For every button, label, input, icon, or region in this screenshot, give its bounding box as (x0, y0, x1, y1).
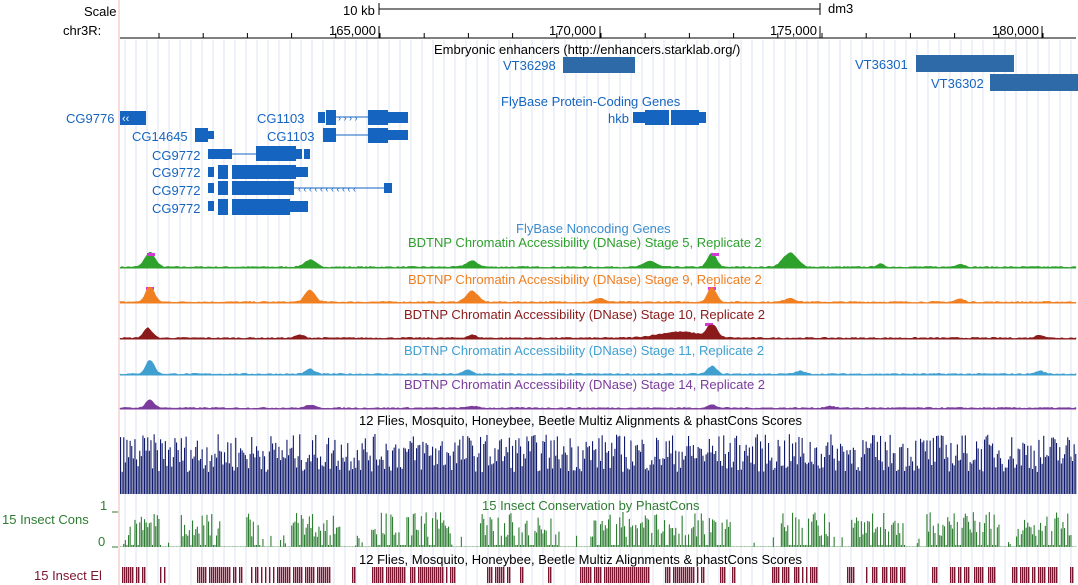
gene-CG14645[interactable] (195, 128, 214, 142)
svg-text:› › › ›: › › › › (338, 113, 358, 123)
gene-track[interactable]: ‹‹ › › › › (120, 110, 706, 215)
gene-label-hkb[interactable]: hkb (608, 111, 629, 126)
dnase-stage10-signal[interactable] (119, 324, 1077, 340)
scale-bar-text: 10 kb (343, 3, 375, 18)
dnase-stage14-signal[interactable] (119, 399, 1077, 410)
enhancer-VT36298[interactable] (563, 57, 635, 73)
phastcons-signal[interactable] (120, 512, 1077, 547)
position-ticks (158, 26, 1044, 38)
gene-label-CG14645[interactable]: CG14645 (132, 129, 188, 144)
gene-label-CG9772-1[interactable]: CG9772 (152, 148, 201, 163)
enhancer-VT36301[interactable] (916, 55, 1014, 72)
svg-text:‹ ‹ ‹ ‹ ‹ ‹ ‹ ‹ ‹ ‹ ‹: ‹ ‹ ‹ ‹ ‹ ‹ ‹ ‹ ‹ ‹ ‹ (298, 184, 356, 194)
scale-label: Scale (84, 4, 117, 19)
dnase-stage10-title[interactable]: BDTNP Chromatin Accessibility (DNase) St… (404, 307, 766, 322)
assembly-label: dm3 (828, 1, 854, 16)
conserved-elements-track[interactable] (122, 567, 1074, 583)
elements-side-label[interactable]: 15 Insect El (34, 568, 102, 583)
gene-CG9772-1[interactable] (208, 146, 310, 161)
enhancer-VT36302[interactable] (990, 74, 1078, 91)
chrom-label: chr3R: (63, 23, 102, 38)
dnase-stage14-title[interactable]: BDTNP Chromatin Accessibility (DNase) St… (404, 377, 766, 392)
elements-track-title[interactable]: 12 Flies, Mosquito, Honeybee, Beetle Mul… (359, 552, 802, 567)
gene-CG1103-b[interactable] (323, 128, 408, 143)
phastcons-axis-min: 0 (98, 534, 106, 549)
enhancer-track[interactable] (563, 55, 1078, 91)
dnase-stage5-title[interactable]: BDTNP Chromatin Accessibility (DNase) St… (408, 235, 762, 250)
enhancer-label-VT36302[interactable]: VT36302 (931, 76, 984, 91)
enhancer-track-title[interactable]: Embryonic enhancers (http://enhancers.st… (434, 42, 741, 57)
dnase-stage9-signal[interactable] (119, 286, 1077, 304)
gene-CG9772-4[interactable] (208, 199, 308, 215)
dnase-stage5-signal[interactable] (119, 251, 1077, 326)
gene-label-CG9772-4[interactable]: CG9772 (152, 201, 201, 216)
phastcons-axis-max: 1 (100, 498, 108, 513)
phastcons-side-label[interactable]: 15 Insect Cons (2, 512, 89, 527)
gene-CG9776[interactable]: ‹‹ (120, 111, 146, 125)
tick-label-170000: 170,000 (549, 23, 596, 38)
enhancer-label-VT36301[interactable]: VT36301 (855, 57, 908, 72)
gene-label-CG1103-b[interactable]: CG1103 (267, 129, 315, 144)
gene-label-CG9772-2[interactable]: CG9772 (152, 165, 201, 180)
gene-hkb[interactable] (633, 110, 706, 125)
tick-label-175000: 175,000 (770, 23, 817, 38)
gene-CG9772-3[interactable]: ‹ ‹ ‹ ‹ ‹ ‹ ‹ ‹ ‹ ‹ ‹ (208, 181, 392, 195)
multiz-conservation-signal[interactable] (120, 434, 1077, 494)
multiz-track-title[interactable]: 12 Flies, Mosquito, Honeybee, Beetle Mul… (359, 413, 802, 428)
enhancer-label-VT36298[interactable]: VT36298 (503, 58, 556, 73)
dnase-stage11-title[interactable]: BDTNP Chromatin Accessibility (DNase) St… (404, 343, 765, 358)
tick-label-165000: 165,000 (329, 23, 376, 38)
dnase-stage9-title[interactable]: BDTNP Chromatin Accessibility (DNase) St… (408, 272, 762, 287)
gene-label-CG9772-3[interactable]: CG9772 (152, 183, 201, 198)
tick-label-180000: 180,000 (992, 23, 1039, 38)
gene-label-CG1103-a[interactable]: CG1103 (257, 111, 305, 126)
vertical-gridlines (124, 40, 1072, 585)
dnase-stage11-signal[interactable] (119, 360, 1077, 376)
svg-text:‹‹: ‹‹ (122, 113, 130, 125)
gene-CG1103-a[interactable]: › › › › (318, 110, 408, 125)
gene-label-CG9776[interactable]: CG9776 (66, 111, 115, 126)
phastcons-track-title[interactable]: 15 Insect Conservation by PhastCons (482, 498, 700, 513)
gene-track-title[interactable]: FlyBase Protein-Coding Genes (501, 94, 681, 109)
gene-CG9772-2[interactable] (208, 165, 308, 179)
noncoding-track-title[interactable]: FlyBase Noncoding Genes (516, 221, 671, 236)
